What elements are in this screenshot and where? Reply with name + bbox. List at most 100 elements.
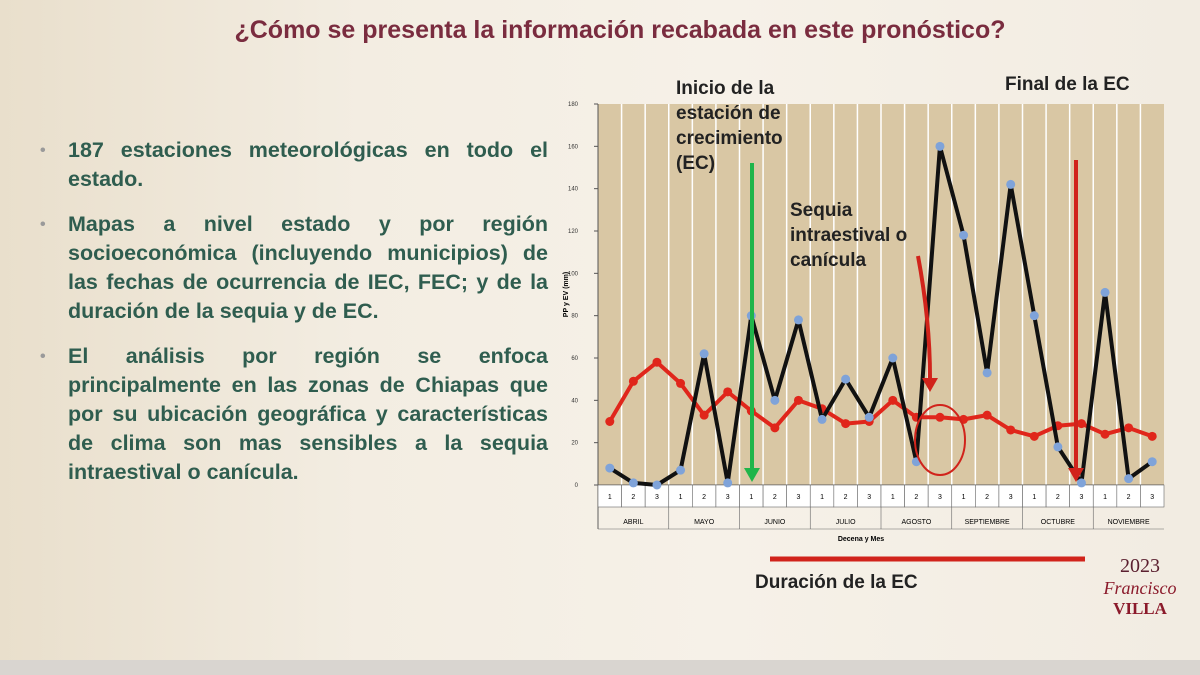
group-label: NOVIEMBRE [1108, 519, 1150, 526]
data-point [888, 353, 898, 363]
y-tick-label: 180 [568, 102, 579, 108]
logo-year: 2023 [1120, 555, 1160, 577]
y-tick-label: 80 [571, 314, 578, 320]
data-point [935, 412, 945, 422]
data-point [676, 465, 686, 475]
data-point [723, 478, 733, 488]
data-point [1006, 425, 1016, 435]
logo: 2023 Francisco VILLA [1090, 555, 1190, 619]
data-point [605, 463, 615, 473]
slide-title: ¿Cómo se presenta la información recabad… [234, 16, 1006, 44]
annotation: Inicio de la estación de crecimiento (EC… [676, 78, 783, 174]
x-tick-label: 3 [1009, 494, 1013, 501]
data-point [1100, 287, 1110, 297]
x-tick-label: 1 [749, 494, 753, 501]
data-point [817, 414, 827, 424]
footer-band [0, 660, 1200, 675]
y-tick-label: 40 [571, 398, 578, 404]
data-point [1029, 431, 1039, 441]
arrow-head [744, 468, 760, 482]
x-tick-label: 3 [867, 494, 871, 501]
data-point [628, 376, 638, 386]
x-tick-label: 1 [679, 494, 683, 501]
data-point [1006, 179, 1016, 189]
x-tick-label: 2 [985, 494, 989, 501]
annotation: Final de la EC [1005, 74, 1130, 95]
logo-surname: VILLA [1113, 599, 1167, 618]
x-tick-label: 3 [1150, 494, 1154, 501]
x-tick-label: 2 [631, 494, 635, 501]
y-tick-label: 120 [568, 229, 579, 235]
x-tick-label: 1 [891, 494, 895, 501]
y-tick-label: 100 [568, 271, 579, 277]
data-point [699, 349, 709, 359]
data-point [770, 395, 780, 405]
x-tick-label: 3 [797, 494, 801, 501]
x-tick-label: 1 [1032, 494, 1036, 501]
x-tick-label: 2 [702, 494, 706, 501]
data-point [699, 410, 709, 420]
highlight-ellipse [914, 404, 966, 476]
data-point [605, 417, 615, 426]
x-tick-label: 3 [938, 494, 942, 501]
y-tick-label: 20 [571, 441, 578, 447]
data-point [959, 230, 969, 240]
group-label: JULIO [836, 519, 856, 526]
x-tick-label: 1 [608, 494, 612, 501]
data-point [1029, 311, 1039, 321]
data-point [1124, 474, 1134, 484]
data-point [982, 410, 992, 420]
data-point [793, 395, 803, 405]
x-tick-label: 2 [844, 494, 848, 501]
data-point [676, 378, 686, 388]
data-point [652, 480, 662, 490]
arrow-head [922, 378, 938, 392]
bullet: 187 estaciones meteorológicas en todo el… [40, 136, 548, 194]
x-tick-label: 2 [773, 494, 777, 501]
group-label: JUNIO [764, 519, 786, 526]
x-tick-label: 2 [1127, 494, 1131, 501]
y-tick-label: 160 [568, 144, 579, 150]
group-label: SEPTIEMBRE [965, 519, 1010, 526]
x-tick-label: 3 [1080, 494, 1084, 501]
bullet: Mapas a nivel estado y por región socioe… [40, 210, 548, 326]
data-point [793, 315, 803, 325]
group-label: MAYO [694, 519, 715, 526]
x-tick-label: 2 [914, 494, 918, 501]
logo-name: Francisco [1103, 578, 1177, 598]
data-point [935, 141, 945, 151]
x-tick-label: 3 [655, 494, 659, 501]
group-label: AGOSTO [901, 519, 931, 526]
data-point [1100, 429, 1110, 439]
data-point [1124, 423, 1134, 433]
bullet-list: 187 estaciones meteorológicas en todo el… [40, 136, 548, 503]
x-tick-label: 1 [820, 494, 824, 501]
annotation: Duración de la EC [755, 572, 918, 593]
y-axis-label: PP y EV (mm) [563, 272, 570, 317]
y-tick-label: 60 [571, 356, 578, 362]
data-point [982, 368, 992, 378]
data-point [628, 478, 638, 488]
data-point [723, 387, 733, 397]
data-point [652, 357, 662, 367]
group-label: OCTUBRE [1041, 519, 1076, 526]
x-tick-label: 3 [726, 494, 730, 501]
annotation: Sequia intraestival o canícula [790, 200, 908, 271]
data-point [841, 374, 851, 384]
data-point [888, 395, 898, 405]
y-tick-label: 0 [575, 483, 579, 489]
data-point [864, 412, 874, 422]
x-tick-label: 2 [1056, 494, 1060, 501]
data-point [1147, 457, 1157, 467]
y-tick-label: 140 [568, 187, 579, 193]
data-point [1053, 442, 1063, 452]
data-point [1076, 478, 1086, 488]
annotation-arrow [916, 255, 932, 379]
data-point [770, 423, 780, 433]
group-label: ABRIL [623, 519, 643, 526]
series-line [608, 144, 1154, 487]
arrow-head [1068, 468, 1084, 482]
x-tick-label: 1 [962, 494, 966, 501]
